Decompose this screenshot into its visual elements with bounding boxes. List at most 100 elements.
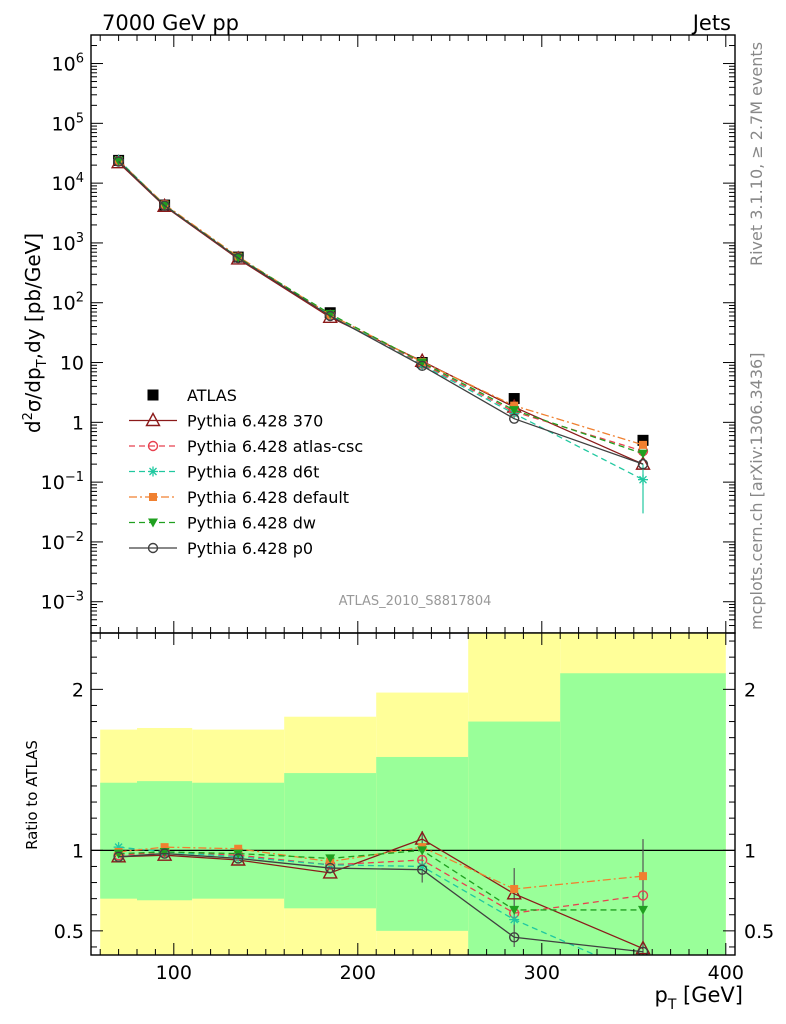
point-pythia-6-428-dw (509, 406, 520, 416)
ylabel-sigma: σ/dp (21, 367, 45, 412)
ratio-y-tick-label-right: 1 (744, 840, 756, 862)
legend-marker (148, 518, 158, 528)
point-pythia-6-428-d6t (638, 474, 648, 485)
ratio-point-pythia-6-428-dw (638, 905, 648, 915)
header-right: Jets (691, 11, 731, 35)
point-pythia-6-428-p0 (509, 413, 520, 424)
series-pythia-6-428-p0 (113, 156, 649, 470)
legend-marker (147, 440, 159, 452)
ratio-line-pythia-6-428-p0 (118, 852, 644, 953)
mcplots-label: mcplots.cern.ch [arXiv:1306.3436] (747, 353, 766, 630)
ratio-point-pythia-6-428-p0 (159, 848, 170, 859)
main-y-tick-label: 1 (72, 412, 84, 434)
ratio-point-pythia-6-428-default (160, 843, 169, 852)
xlabel-p: p (654, 983, 667, 1007)
main-y-tick-label: 105 (52, 111, 84, 135)
uncertainty-bands (100, 633, 726, 955)
point-pythia-6-428-p0 (113, 156, 124, 167)
ratio-plot-area: 0.5 0.5 1 1 2 2 100 200 300 400 (54, 632, 774, 984)
ratio-point-pythia-6-428-atlas-csc (637, 890, 649, 901)
point-pythia-6-428-p0 (232, 252, 244, 264)
xlabel-sub: T (667, 997, 677, 1013)
band-inner (137, 781, 193, 901)
line-pythia-6-428-atlas-csc (118, 160, 644, 452)
main-ylabel: d2σ/dpT,dy [pb/GeV] (21, 233, 50, 433)
ratio-point-pythia-6-428-p0 (509, 932, 520, 943)
main-y-tick-label: 10−2 (41, 530, 84, 554)
point-pythia-6-428-p0 (637, 458, 649, 470)
point-atlas (637, 434, 649, 446)
ratio-point-pythia-6-428-p0 (113, 851, 124, 862)
series-pythia-6-428-d6t (113, 154, 648, 514)
main-y-tick-label: 102 (52, 291, 84, 315)
point-pythia-6-428-dw (417, 358, 428, 368)
point-pythia-6-428-p0 (159, 200, 170, 211)
ylabel-d: d (21, 420, 45, 433)
point-pythia-6-428-dw (638, 449, 648, 459)
ratio-series-pythia-6-428-dw (113, 846, 648, 915)
ratio-point-pythia-6-428-default (639, 872, 647, 881)
header-left: 7000 GeV pp (102, 11, 239, 35)
legend-entry-pythia-6-428-default: Pythia 6.428 default (129, 488, 349, 507)
ratio-y-tick-label-right: 2 (744, 679, 756, 701)
legend-marker (145, 412, 161, 427)
legend-entry-pythia-6-428-d6t: Pythia 6.428 d6t (129, 463, 319, 482)
ratio-ylabel: Ratio to ATLAS (23, 740, 41, 850)
point-pythia-6-428-p0 (325, 310, 336, 322)
x-tick-label: 300 (524, 962, 560, 984)
band-inner (100, 782, 137, 899)
ratio-point-pythia-6-428-default (234, 844, 243, 853)
rivet-label: Rivet 3.1.10, ≥ 2.7M events (747, 42, 766, 266)
band-inner (192, 782, 285, 899)
legend-label: Pythia 6.428 370 (187, 412, 323, 431)
ratio-series-pythia-6-428-p0 (113, 848, 649, 955)
ratio-point-pythia-6-428-default (510, 884, 519, 893)
ratio-point-pythia-6-428-370 (635, 940, 651, 955)
point-pythia-6-428-p0 (417, 360, 428, 372)
legend-entry-pythia-6-428-p0: Pythia 6.428 p0 (129, 539, 313, 558)
legend-entry-atlas: ATLAS (147, 386, 237, 405)
point-pythia-6-428-default (639, 440, 647, 449)
main-y-tick-label: 103 (52, 231, 84, 255)
band-inner (284, 773, 377, 909)
ratio-y-tick-label-left: 0.5 (54, 921, 84, 943)
x-tick-label: 400 (708, 962, 744, 984)
ratio-y-tick-label-left: 2 (72, 679, 84, 701)
ratio-y-ticks: 0.5 0.5 1 1 2 2 (54, 640, 774, 948)
ratio-point-pythia-6-428-dw (113, 849, 124, 859)
legend-label: ATLAS (187, 386, 237, 405)
ylabel-rest: ,dy [pb/GeV] (21, 233, 45, 359)
ylabel-sup: 2 (21, 412, 36, 420)
legend-entry-pythia-6-428-370: Pythia 6.428 370 (129, 412, 323, 431)
legend-entry-pythia-6-428-atlas-csc: Pythia 6.428 atlas-csc (129, 437, 363, 456)
legend-entry-pythia-6-428-dw: Pythia 6.428 dw (129, 514, 316, 533)
legend-label: Pythia 6.428 atlas-csc (187, 437, 363, 456)
main-y-tick-label: 106 (52, 52, 84, 76)
ratio-point-pythia-6-428-d6t (509, 914, 520, 925)
ratio-point-pythia-6-428-p0 (417, 864, 428, 875)
legend-label: Pythia 6.428 d6t (187, 463, 319, 482)
main-y-tick-label: 104 (52, 171, 84, 195)
ratio-y-tick-label-left: 1 (72, 840, 84, 862)
line-pythia-6-428-p0 (118, 161, 644, 465)
ylabel-sub: T (35, 359, 50, 368)
legend-label: Pythia 6.428 dw (187, 514, 316, 533)
point-pythia-6-428-dw (113, 156, 124, 166)
legend: ATLAS Pythia 6.428 370 Pythia 6.428 atlas-… (129, 386, 363, 558)
point-atlas (508, 393, 520, 405)
ratio-point-pythia-6-428-dw (325, 854, 336, 864)
ratio-series (110, 830, 651, 955)
main-x-ticks (99, 35, 727, 633)
legend-label: Pythia 6.428 p0 (187, 539, 313, 558)
ratio-point-pythia-6-428-p0 (232, 853, 244, 864)
ratio-x-ticks: 100 200 300 400 (99, 633, 744, 984)
ratio-point-pythia-6-428-p0 (637, 946, 649, 955)
legend-marker (149, 493, 157, 501)
analysis-id: ATLAS_2010_S8817804 (339, 594, 492, 609)
ratio-point-pythia-6-428-p0 (325, 862, 336, 874)
line-pythia-6-428-d6t (118, 159, 644, 481)
legend-label: Pythia 6.428 default (187, 488, 349, 507)
